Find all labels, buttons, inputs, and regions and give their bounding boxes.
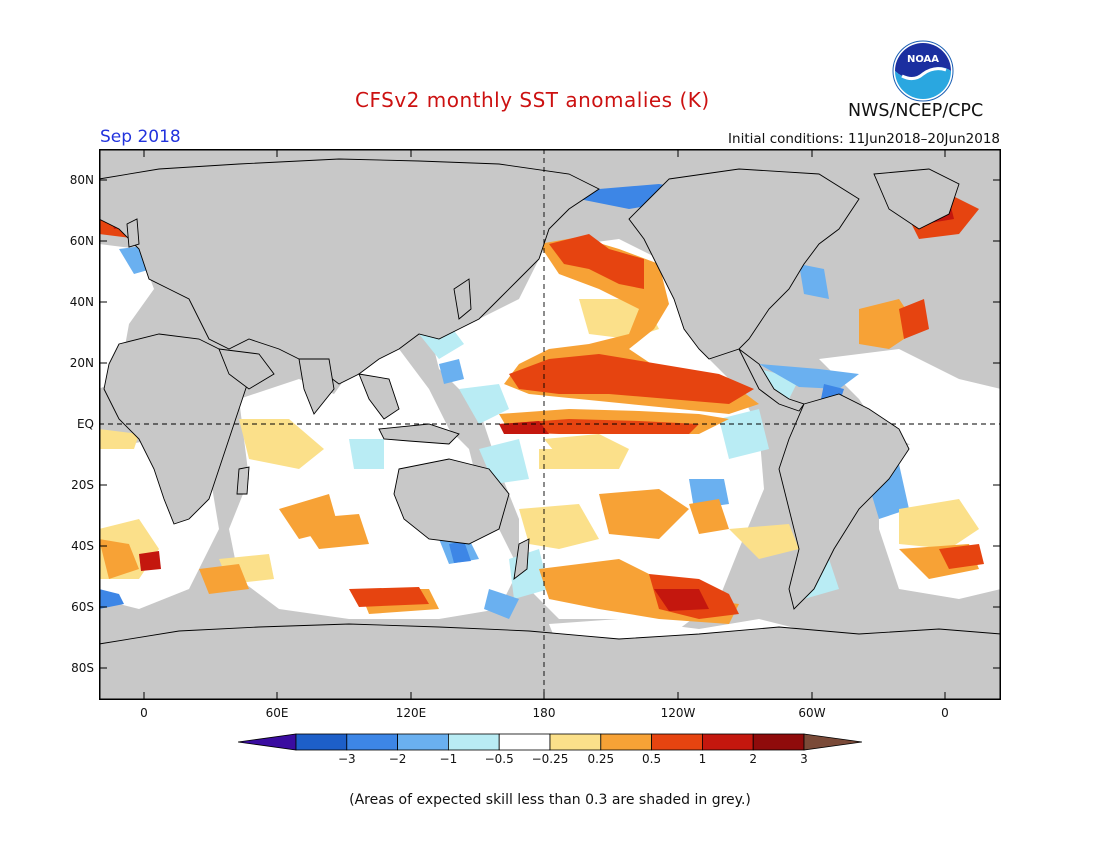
japan [453, 278, 472, 320]
lon-label: 120W [660, 706, 696, 720]
colorbar-max-arrow [803, 733, 862, 751]
lat-label: 40N [69, 295, 94, 309]
colorbar-min-arrow [238, 733, 297, 751]
new-zealand [513, 538, 530, 581]
colorbar-tick-label: −1 [439, 752, 458, 766]
india [298, 358, 335, 415]
continents [99, 158, 1001, 700]
colorbar [238, 733, 862, 751]
uk [126, 218, 140, 248]
colorbar-segment [600, 733, 652, 751]
lon-label: 180 [532, 706, 556, 720]
indonesia [378, 423, 460, 445]
colorbar-segment [701, 733, 754, 751]
logo-text: NOAA [907, 54, 939, 65]
colorbar-segment [447, 733, 500, 751]
lat-label: 60S [71, 600, 94, 614]
colorbar-segment [295, 733, 348, 751]
colorbar-tick-label: 1 [698, 752, 707, 766]
lat-label: 80N [69, 173, 94, 187]
lon-label: 60E [265, 706, 289, 720]
lon-label: 0 [140, 706, 148, 720]
colorbar-segment [752, 733, 805, 751]
colorbar-tick-label: −0.5 [484, 752, 514, 766]
initial-conditions: Initial conditions: 11Jun2018–20Jun2018 [728, 131, 1000, 147]
lon-label: 0 [941, 706, 949, 720]
colorbar-tick-label: 0.25 [587, 752, 615, 766]
colorbar-tick-label: −0.25 [531, 752, 569, 766]
agency-label: NWS/NCEP/CPC [848, 101, 984, 121]
australia [393, 458, 510, 545]
sst-anomaly-map [99, 149, 1001, 700]
colorbar-tick-label: −2 [388, 752, 407, 766]
map-title: CFSv2 monthly SST anomalies (K) [355, 88, 710, 112]
eurasia [99, 158, 600, 385]
lon-label: 60W [798, 706, 826, 720]
lat-label: EQ [76, 417, 94, 431]
lat-label: 80S [71, 661, 94, 675]
lat-label: 60N [69, 234, 94, 248]
colorbar-segment [498, 733, 551, 751]
lon-label: 120E [395, 706, 427, 720]
madagascar [236, 466, 250, 495]
colorbar-segment [549, 733, 602, 751]
colorbar-segment [651, 733, 703, 751]
antarctica [99, 623, 1001, 700]
colorbar-segment [346, 733, 399, 751]
colorbar-tick-label: 2 [749, 752, 757, 766]
colorbar-tick-label: −3 [337, 752, 356, 766]
forecast-period: Sep 2018 [100, 127, 181, 147]
southeast-asia [358, 373, 400, 420]
arabia [218, 348, 275, 390]
lat-label: 20S [71, 478, 94, 492]
colorbar-segment [397, 733, 449, 751]
lat-label: 40S [71, 539, 94, 553]
north-america [628, 168, 860, 360]
colorbar-tick-label: 0.5 [642, 752, 662, 766]
south-america [778, 393, 910, 610]
colorbar-tick-label: 3 [800, 752, 808, 766]
lat-label: 20N [69, 356, 94, 370]
map-frame [99, 149, 1001, 700]
greenland [873, 168, 960, 230]
noaa-logo-icon: NOAA [892, 40, 954, 102]
skill-footnote: (Areas of expected skill less than 0.3 a… [349, 792, 751, 808]
